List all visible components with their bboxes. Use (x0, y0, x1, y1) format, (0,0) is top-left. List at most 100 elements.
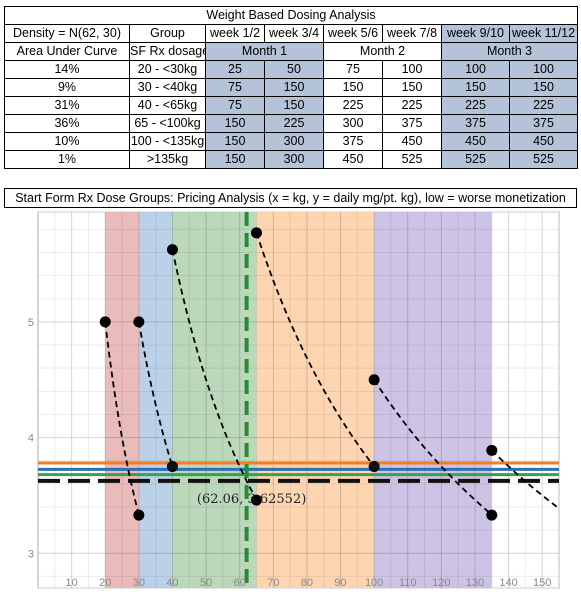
x-tick-label: 150 (533, 577, 551, 589)
x-tick-label: 100 (365, 577, 383, 589)
header-week-7-8: week 7/8 (382, 24, 442, 43)
grid-lines (37, 212, 560, 588)
group-cell: 20 - <30kg (129, 60, 206, 79)
dosing-table: Weight Based Dosing Analysis Density = N… (3, 6, 579, 169)
dose-cell: 300 (264, 150, 324, 169)
curve-endpoint (368, 374, 380, 386)
header-month-1: Month 1 (205, 42, 324, 61)
x-tick-label: 10 (65, 577, 77, 589)
table-row: 9% 30 - <40kg 75 150 150 150 150 150 (4, 78, 579, 97)
x-tick-label: 140 (499, 577, 517, 589)
dose-cell: 375 (508, 114, 579, 133)
dose-curve (491, 449, 560, 510)
dose-cell: 525 (441, 150, 510, 169)
dose-cell: 300 (264, 132, 324, 151)
annotation-label: (62.06, 3.62552) (197, 492, 306, 507)
header-sf-rx-dosage: SF Rx dosage (129, 42, 206, 61)
dose-curve (137, 321, 174, 467)
chart-caption: Start Form Rx Dose Groups: Pricing Analy… (4, 188, 577, 208)
dose-cell: 375 (382, 114, 442, 133)
dose-cell: 450 (441, 132, 510, 151)
header-group: Group (129, 24, 206, 43)
header-density: Density = N(62, 30) (4, 24, 130, 43)
header-week-5-6: week 5/6 (323, 24, 383, 43)
auc-cell: 10% (4, 132, 130, 151)
dose-cell: 225 (382, 96, 442, 115)
dose-curve (373, 379, 493, 516)
x-tick-label: 110 (399, 577, 417, 589)
tick-labels: 10 20 30 40 50 60 70 80 90 100 110 120 130 140 150 3 4 5 (28, 317, 551, 589)
header-auc: Area Under Curve (4, 42, 130, 61)
annotation: (62.06, 3.62552) (197, 492, 306, 507)
dose-cell: 525 (382, 150, 442, 169)
auc-cell: 1% (4, 150, 130, 169)
header-row: Density = N(62, 30) Group week 1/2 week … (4, 24, 579, 43)
curve-endpoint (99, 316, 111, 328)
dose-cell: 375 (441, 114, 510, 133)
weight-group-bands (105, 212, 492, 588)
x-tick-label: 70 (267, 577, 279, 589)
dose-cell: 50 (264, 60, 324, 79)
y-tick-label: 5 (28, 317, 34, 329)
table-row: 36% 65 - <100kg 150 225 300 375 375 375 (4, 114, 579, 133)
dose-cell: 100 (382, 60, 442, 79)
dose-cell: 25 (205, 60, 265, 79)
group-cell: 100 - <135kg (129, 132, 206, 151)
x-tick-label: 120 (432, 577, 450, 589)
group-cell: >135kg (129, 150, 206, 169)
dose-cell: 75 (205, 96, 265, 115)
curve-endpoint (250, 494, 262, 506)
dose-cell: 375 (323, 132, 383, 151)
dose-cell: 225 (508, 96, 579, 115)
x-tick-label: 80 (301, 577, 313, 589)
dose-curve (104, 321, 140, 515)
x-tick-label: 30 (133, 577, 145, 589)
boundary-marker (167, 463, 178, 470)
curve-endpoint (133, 509, 145, 521)
dose-cell: 450 (382, 132, 442, 151)
group-cell: 40 - <65kg (129, 96, 206, 115)
curve-endpoint (133, 316, 145, 328)
group-cell: 30 - <40kg (129, 78, 206, 97)
dose-cell: 75 (323, 60, 383, 79)
curve-endpoint (166, 244, 178, 256)
auc-cell: 31% (4, 96, 130, 115)
table-body: 14% 20 - <30kg 25 50 75 100 100 100 9% 30 - <40kg… (4, 60, 579, 169)
auc-cell: 36% (4, 114, 130, 133)
x-tick-label: 60 (234, 577, 246, 589)
dose-cell: 150 (264, 96, 324, 115)
dose-cell: 150 (382, 78, 442, 97)
boundary-markers (167, 463, 380, 470)
dose-cell: 150 (205, 114, 265, 133)
dose-curve (171, 249, 258, 501)
dose-cell: 150 (205, 132, 265, 151)
auc-cell: 14% (4, 60, 130, 79)
header-week-3-4: week 3/4 (264, 24, 324, 43)
header-week-11-12: week 11/12 (508, 24, 579, 43)
reference-lines (38, 461, 559, 483)
dose-cell: 150 (323, 78, 383, 97)
sub-header-row: Area Under Curve SF Rx dosage Month 1 Mo… (4, 42, 579, 61)
dose-cell: 450 (508, 132, 579, 151)
table-row: 31% 40 - <65kg 75 150 225 225 225 225 (4, 96, 579, 115)
dose-cell: 225 (264, 114, 324, 133)
dose-cell: 225 (323, 96, 383, 115)
curve-endpoint (250, 227, 262, 239)
x-tick-label: 130 (466, 577, 484, 589)
y-tick-label: 4 (28, 433, 34, 445)
table-title: Weight Based Dosing Analysis (3, 6, 579, 25)
x-tick-label: 90 (334, 577, 346, 589)
table-row: 14% 20 - <30kg 25 50 75 100 100 100 (4, 60, 579, 79)
pricing-chart: 10 20 30 40 50 60 70 80 90 100 110 120 130 140 150345 … (28, 211, 560, 589)
header-week-9-10: week 9/10 (441, 24, 510, 43)
header-month-3: Month 3 (440, 42, 579, 61)
dose-curves (104, 232, 560, 516)
weight-band (105, 212, 139, 588)
x-tick-label: 50 (200, 577, 212, 589)
table-row: 1% >135kg 150 300 450 525 525 525 (4, 150, 579, 169)
weight-band (374, 212, 492, 588)
x-tick-label: 20 (99, 577, 111, 589)
dose-cell: 150 (264, 78, 324, 97)
group-cell: 65 - <100kg (129, 114, 206, 133)
weight-band (172, 212, 257, 588)
